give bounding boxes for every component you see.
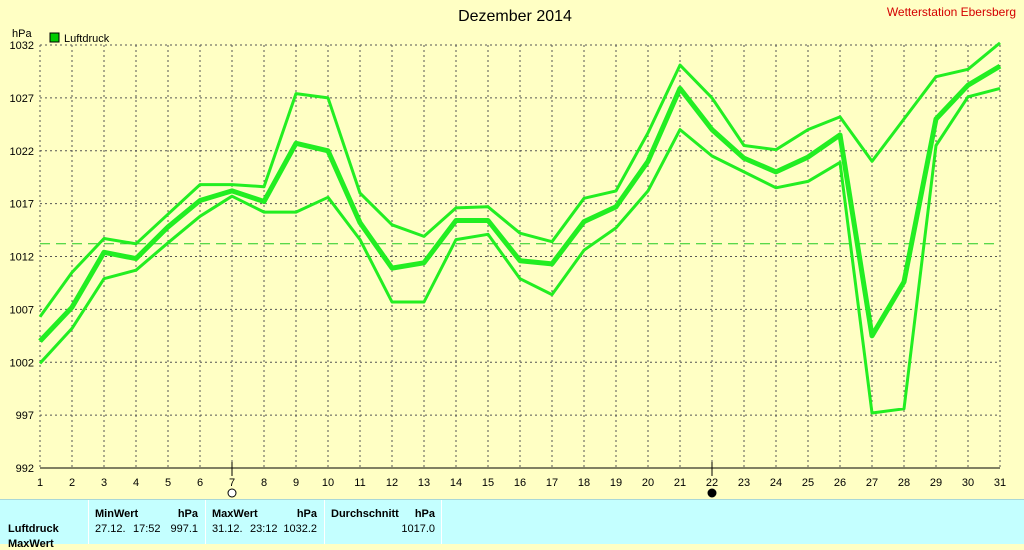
y-tick-label-1002: 1002 xyxy=(10,357,34,369)
x-tick-label-17: 17 xyxy=(546,477,558,489)
min-header: MinWert xyxy=(95,508,138,520)
stats-max-cell: MaxWert hPa 31.12. 23:12 1032.2 xyxy=(206,500,323,544)
x-tick-label-19: 19 xyxy=(610,477,622,489)
max-time: 23:12 xyxy=(250,523,278,535)
stats-row-label-2: MaxWert xyxy=(8,538,54,550)
x-tick-label-16: 16 xyxy=(514,477,526,489)
min-value: 997.1 xyxy=(170,523,198,535)
min-unit: hPa xyxy=(178,508,198,520)
x-tick-label-26: 26 xyxy=(834,477,846,489)
legend-swatch xyxy=(50,33,59,42)
x-tick-label-8: 8 xyxy=(261,477,267,489)
x-tick-label-29: 29 xyxy=(930,477,942,489)
x-tick-label-23: 23 xyxy=(738,477,750,489)
open-circle-marker-7 xyxy=(228,489,236,497)
x-tick-label-25: 25 xyxy=(802,477,814,489)
min-date: 27.12. xyxy=(95,523,126,535)
x-tick-label-20: 20 xyxy=(642,477,654,489)
y-tick-label-992: 992 xyxy=(16,463,34,475)
x-tick-label-13: 13 xyxy=(418,477,430,489)
chart-title: Dezember 2014 xyxy=(458,8,572,25)
avg-unit: hPa xyxy=(415,508,435,520)
filled-circle-marker-22 xyxy=(708,489,716,497)
x-tick-label-28: 28 xyxy=(898,477,910,489)
x-tick-label-9: 9 xyxy=(293,477,299,489)
avg-value: 1017.0 xyxy=(401,523,435,535)
pressure-chart: Dezember 2014 Wetterstation Ebersberg hP… xyxy=(0,0,1024,499)
avg-header: Durchschnitt xyxy=(331,508,399,520)
x-tick-label-24: 24 xyxy=(770,477,782,489)
x-tick-label-3: 3 xyxy=(101,477,107,489)
max-value: 1032.2 xyxy=(283,523,317,535)
x-tick-label-7: 7 xyxy=(229,477,235,489)
x-tick-label-30: 30 xyxy=(962,477,974,489)
max-header: MaxWert xyxy=(212,508,258,520)
x-tick-label-4: 4 xyxy=(133,477,139,489)
y-tick-label-1022: 1022 xyxy=(10,146,34,158)
stats-panel: Luftdruck MaxWert MinWert hPa 27.12. 17:… xyxy=(0,499,1024,544)
y-tick-label-997: 997 xyxy=(16,410,34,422)
y-axis-unit: hPa xyxy=(12,28,32,40)
max-date: 31.12. xyxy=(212,523,243,535)
x-tick-label-1: 1 xyxy=(37,477,43,489)
x-tick-label-2: 2 xyxy=(69,477,75,489)
y-axis-ticks: 992 997 1002 1007 1012 1017 1022 1027 1032 xyxy=(10,40,34,475)
x-tick-label-21: 21 xyxy=(674,477,686,489)
max-unit: hPa xyxy=(297,508,317,520)
x-tick-label-5: 5 xyxy=(165,477,171,489)
x-tick-label-12: 12 xyxy=(386,477,398,489)
x-tick-label-27: 27 xyxy=(866,477,878,489)
x-tick-label-6: 6 xyxy=(197,477,203,489)
y-tick-label-1007: 1007 xyxy=(10,304,34,316)
x-tick-label-15: 15 xyxy=(482,477,494,489)
stats-min-cell: MinWert hPa 27.12. 17:52 997.1 xyxy=(89,500,204,544)
x-tick-label-31: 31 xyxy=(994,477,1006,489)
x-tick-label-22: 22 xyxy=(706,477,718,489)
min-time: 17:52 xyxy=(133,523,161,535)
x-tick-label-11: 11 xyxy=(354,477,365,489)
x-tick-label-14: 14 xyxy=(450,477,462,489)
y-tick-label-1017: 1017 xyxy=(10,199,34,211)
x-tick-label-18: 18 xyxy=(578,477,590,489)
legend-label: Luftdruck xyxy=(64,33,110,45)
stats-avg-cell: Durchschnitt hPa 1017.0 xyxy=(325,500,441,544)
y-tick-label-1027: 1027 xyxy=(10,93,34,105)
chart-grid xyxy=(40,45,1000,468)
station-name: Wetterstation Ebersberg xyxy=(887,5,1016,19)
x-tick-label-10: 10 xyxy=(322,477,334,489)
y-tick-label-1032: 1032 xyxy=(10,40,34,52)
y-tick-label-1012: 1012 xyxy=(10,252,34,264)
stats-row-label: Luftdruck xyxy=(8,523,59,535)
